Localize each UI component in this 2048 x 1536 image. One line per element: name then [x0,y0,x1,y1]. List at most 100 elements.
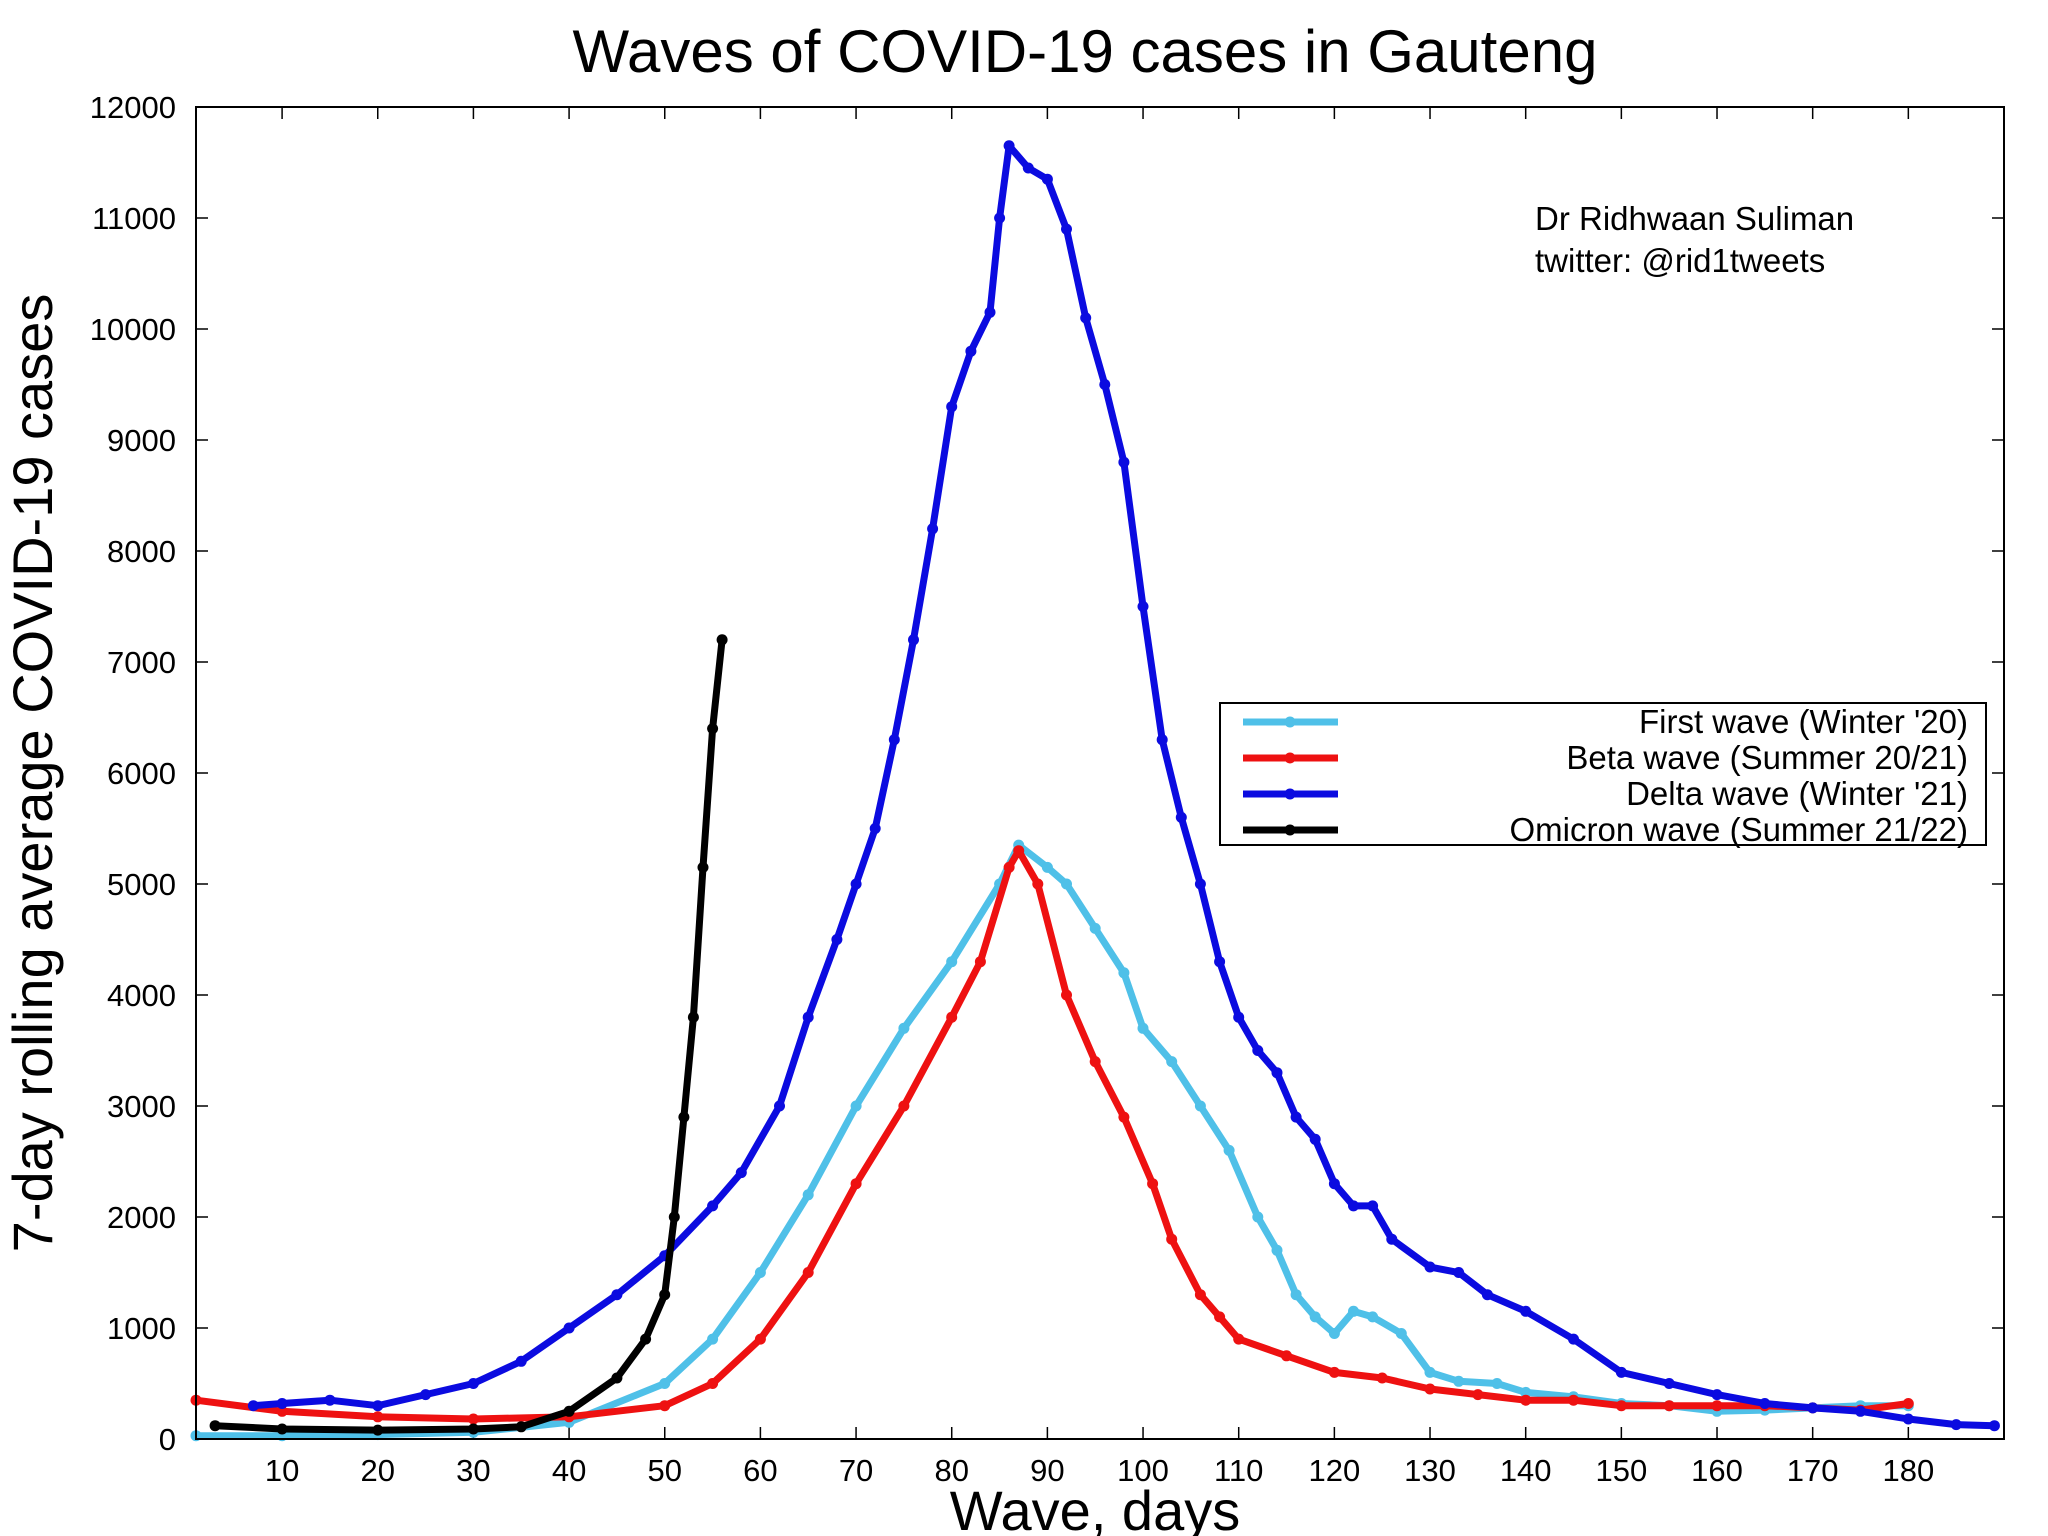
y-tick-label: 6000 [107,756,176,791]
data-point [563,1322,575,1334]
data-point [1807,1402,1819,1414]
data-point [1032,878,1044,890]
data-point [1118,967,1130,979]
data-point [1137,1022,1149,1034]
data-point [1223,1144,1235,1156]
data-point [1328,1328,1340,1339]
data-point [869,823,881,834]
data-point [1003,140,1015,152]
data-point [1568,1333,1579,1345]
data-point [420,1389,432,1401]
data-point [716,634,728,646]
data-point [467,1413,479,1425]
x-tick-label: 30 [456,1453,490,1488]
x-tick-label: 20 [361,1453,395,1488]
data-point [1271,1067,1283,1079]
annotation-twitter: twitter: @rid1tweets [1535,242,1825,279]
data-point [1348,1200,1359,1212]
data-point [1233,1011,1245,1023]
data-point [1615,1400,1627,1412]
data-point [994,212,1006,224]
data-point [247,1400,259,1412]
data-point [467,1378,479,1389]
data-point [908,634,919,646]
y-axis-title: 7-day rolling average COVID-19 cases [1,294,64,1253]
series-line-3 [211,636,726,1434]
data-point [1491,1378,1503,1389]
data-point [927,523,939,535]
data-point [1156,734,1168,746]
data-point [1281,1350,1292,1362]
data-point [678,1111,690,1123]
data-point [1166,1233,1178,1245]
data-point [659,1378,671,1389]
data-point [1902,1413,1914,1425]
data-point [1214,1311,1226,1323]
legend-swatch-marker [1284,716,1296,728]
y-tick-label: 2000 [107,1200,176,1235]
data-point [1175,811,1187,823]
x-tick-label: 180 [1882,1453,1934,1488]
data-point [1041,861,1053,873]
data-point [276,1405,288,1417]
x-tick-label: 130 [1404,1453,1456,1488]
x-tick-label: 170 [1787,1453,1839,1488]
data-point [1194,878,1206,890]
data-point [1166,1056,1178,1068]
data-point [659,1400,671,1412]
data-point [324,1394,336,1406]
data-point [831,934,843,945]
legend: First wave (Winter '20)Beta wave (Summer… [1219,702,1987,848]
data-point [707,723,719,735]
data-point [372,1400,384,1412]
data-point [1328,1178,1340,1190]
data-point [1902,1398,1914,1409]
data-point [1424,1383,1436,1395]
data-point [1520,1386,1532,1398]
y-tick-label: 3000 [107,1089,176,1124]
y-tick-label: 0 [159,1422,176,1457]
data-point [774,1100,785,1112]
data-point [372,1424,384,1436]
data-point [1663,1378,1675,1389]
data-point [1252,1045,1264,1056]
data-point [850,878,862,890]
data-point [1089,1056,1101,1068]
data-point [1367,1200,1379,1212]
data-point [946,401,958,413]
data-point [1855,1405,1866,1417]
data-point [802,1011,814,1023]
data-point [515,1355,527,1367]
data-point [1041,173,1053,185]
data-point [687,1011,699,1023]
data-point [1252,1211,1264,1223]
data-point [1615,1366,1627,1378]
data-point [1089,922,1101,934]
data-point [735,1167,747,1179]
data-point [1424,1366,1436,1378]
y-tick-label: 7000 [107,645,176,680]
data-point [898,1022,910,1034]
data-point [965,345,977,357]
data-point [1099,379,1111,390]
x-tick-label: 90 [1030,1453,1064,1488]
data-point [563,1405,575,1417]
x-tick-label: 60 [743,1453,777,1488]
data-point [467,1423,479,1435]
x-tick-label: 80 [934,1453,968,1488]
y-tick-label: 1000 [107,1311,176,1346]
data-point [898,1100,910,1112]
data-point [515,1421,527,1433]
data-point [707,1333,719,1345]
data-point [946,956,958,968]
data-point [1520,1394,1532,1406]
data-point [1061,223,1072,235]
data-point [1950,1419,1962,1431]
legend-label-0: First wave (Winter '20) [1639,703,1968,740]
y-tick-label: 10000 [90,312,176,347]
data-point [1453,1375,1465,1387]
data-point [754,1333,766,1345]
y-tick-label: 12000 [90,90,176,125]
data-point [1424,1261,1436,1273]
